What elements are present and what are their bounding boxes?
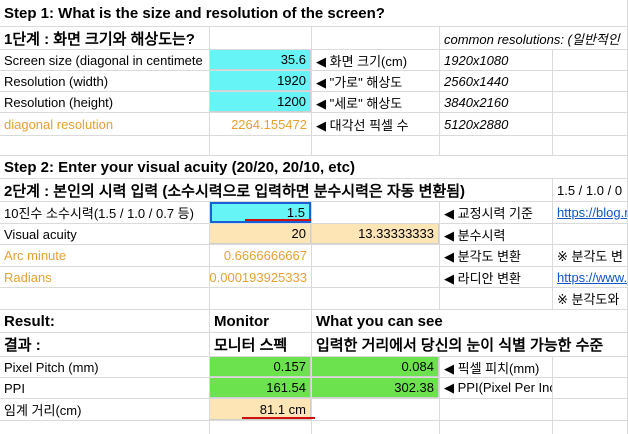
cell: Pixel Pitch (mm) — [0, 357, 209, 377]
cell: Resolution (height) — [0, 92, 209, 112]
grid-line — [311, 0, 312, 434]
grid-line — [0, 287, 628, 288]
grid-line — [0, 356, 628, 357]
cell: 1단계 : 화면 크기와 해상도는? — [0, 27, 209, 49]
cell: 결과 : — [0, 333, 209, 356]
cell: ◀ 라디안 변환 — [440, 267, 552, 287]
grid-line — [0, 309, 628, 310]
spell-underline — [242, 417, 315, 419]
grid-line — [0, 178, 628, 179]
cell: 81.1 cm — [210, 399, 311, 420]
cell: ◀ PPI(Pixel Per Inch) — [440, 378, 552, 398]
grid-line — [439, 0, 440, 434]
cell: Step 1: What is the size and resolution … — [0, 0, 627, 26]
cell: 2560x1440 — [440, 71, 552, 91]
cell: 1200 — [210, 92, 311, 112]
cell: 0.084 — [312, 357, 439, 377]
cell: 1.5 / 1.0 / 0 — [553, 179, 627, 201]
cell[interactable]: 1.5 — [210, 202, 311, 223]
cell: ◀ 화면 크기(cm) — [312, 50, 439, 70]
cell: 0.000193925333 — [210, 267, 311, 287]
cell: Radians — [0, 267, 209, 287]
cell: 302.38 — [312, 378, 439, 398]
cell: 3840x2160 — [440, 92, 552, 112]
grid-line — [0, 244, 628, 245]
cell: 10진수 소수시력(1.5 / 1.0 / 0.7 등) — [0, 202, 209, 223]
grid-line — [0, 201, 628, 202]
cell: 35.6 — [210, 50, 311, 70]
cell: PPI — [0, 378, 209, 398]
cell: 161.54 — [210, 378, 311, 398]
spell-underline — [245, 219, 311, 221]
cell: What you can see — [312, 310, 627, 332]
cell: 0.157 — [210, 357, 311, 377]
grid-line — [0, 135, 628, 136]
cell: 입력한 거리에서 당신의 눈이 식별 가능한 수준 — [312, 333, 627, 356]
cell: Screen size (diagonal in centimete — [0, 50, 209, 70]
grid-line — [0, 266, 628, 267]
cell: Monitor — [210, 310, 311, 332]
cell: Step 2: Enter your visual acuity (20/20,… — [0, 156, 627, 178]
grid-line — [0, 420, 628, 421]
cell: common resolutions: (일반적인 — [440, 27, 627, 49]
cell: 1920x1080 — [440, 50, 552, 70]
cell: ※ 분각도와 — [553, 288, 627, 309]
cell: 2단계 : 본인의 시력 입력 (소수시력으로 입력하면 분수시력은 자동 변환… — [0, 179, 552, 201]
grid-line — [209, 0, 210, 434]
cell: 2264.155472 — [210, 113, 311, 135]
cell: Resolution (width) — [0, 71, 209, 91]
cell: ◀ "세로" 해상도 — [312, 92, 439, 112]
cell: 모니터 스펙 — [210, 333, 311, 356]
grid-line — [0, 112, 628, 113]
cell: 임계 거리(cm) — [0, 399, 209, 420]
cell: ◀ 분수시력 — [440, 224, 552, 244]
grid-line — [0, 223, 628, 224]
cell: ◀ 픽셀 피치(mm) — [440, 357, 552, 377]
cell: ◀ 대각선 픽셀 수 — [312, 113, 439, 135]
grid-line — [0, 332, 628, 333]
cell: ◀ 교정시력 기준 — [440, 202, 552, 223]
cell: ◀ 분각도 변환 — [440, 245, 552, 266]
link-cell[interactable]: https://blog.n — [553, 202, 627, 223]
cell: 1920 — [210, 71, 311, 91]
cell: diagonal resolution — [0, 113, 209, 135]
cell: Visual acuity — [0, 224, 209, 244]
grid-line — [0, 398, 628, 399]
cell: Result: — [0, 310, 209, 332]
grid-line — [0, 91, 628, 92]
cell: ※ 분각도 변 — [553, 245, 627, 266]
grid-line — [0, 26, 628, 27]
grid-line — [0, 155, 628, 156]
cell: ◀ "가로" 해상도 — [312, 71, 439, 91]
cell: 20 — [210, 224, 311, 244]
grid-line — [0, 49, 628, 50]
link-cell[interactable]: https://www. — [553, 267, 627, 287]
cell: Arc minute — [0, 245, 209, 266]
grid-line — [0, 70, 628, 71]
cell: 5120x2880 — [440, 113, 552, 135]
grid-line — [552, 0, 553, 434]
cell: 13.33333333 — [312, 224, 439, 244]
cell: 0.6666666667 — [210, 245, 311, 266]
grid-line — [0, 377, 628, 378]
